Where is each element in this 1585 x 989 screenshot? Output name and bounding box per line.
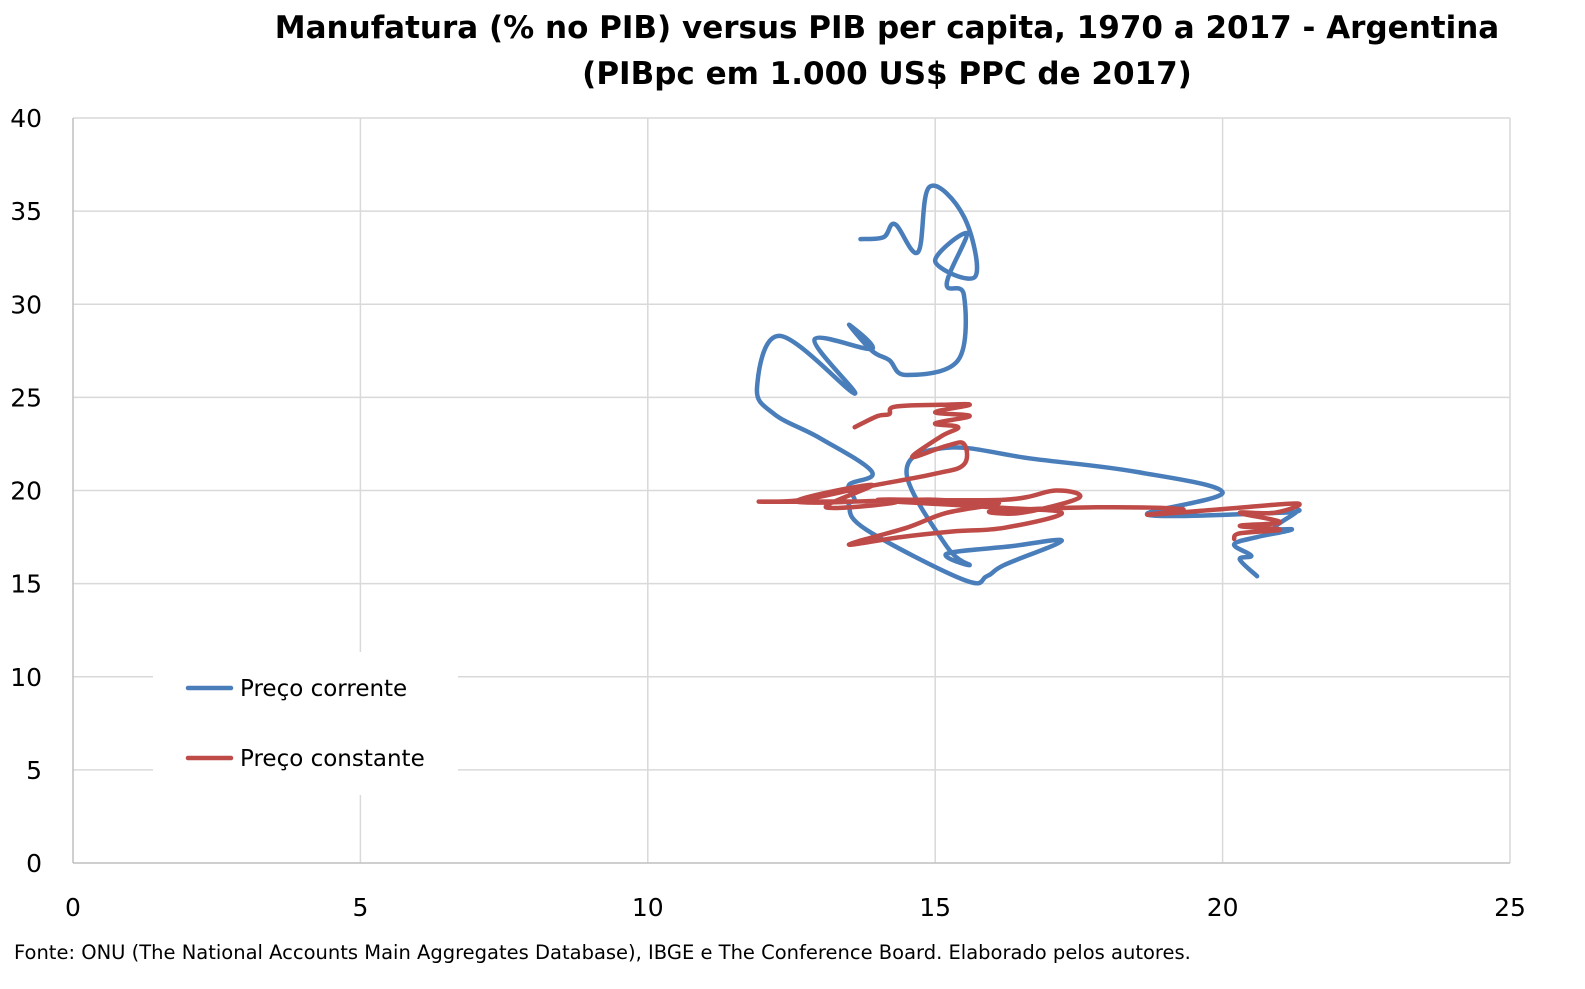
series-line-preco-constante — [756, 401, 1302, 548]
legend-background — [153, 652, 458, 795]
y-tick-label-25: 25 — [10, 383, 42, 412]
x-tick-label-0: 0 — [65, 893, 81, 922]
y-tick-label-35: 35 — [10, 197, 42, 226]
y-tick-label-20: 20 — [10, 477, 42, 506]
y-tick-label-30: 30 — [10, 290, 42, 319]
series-lines — [754, 183, 1302, 586]
source-note: Fonte: ONU (The National Accounts Main A… — [14, 941, 1191, 964]
y-tick-label-15: 15 — [10, 570, 42, 599]
y-tick-label-0: 0 — [26, 849, 42, 878]
chart-title-line-1: Manufatura (% no PIB) versus PIB per cap… — [275, 10, 1499, 46]
x-tick-label-10: 10 — [632, 893, 664, 922]
legend: Preço corrente Preço constante — [153, 652, 458, 795]
y-tick-label-10: 10 — [10, 663, 42, 692]
chart-title-line-2: (PIBpc em 1.000 US$ PPC de 2017) — [582, 56, 1192, 92]
legend-label-preco-constante: Preço constante — [240, 746, 425, 772]
tick-labels: 0 5 10 15 20 25 30 35 40 0 5 10 15 20 25 — [10, 104, 1526, 922]
y-tick-label-40: 40 — [10, 104, 42, 133]
legend-label-preco-corrente: Preço corrente — [240, 676, 407, 702]
x-tick-label-15: 15 — [919, 893, 951, 922]
x-tick-label-5: 5 — [352, 893, 368, 922]
x-tick-label-20: 20 — [1207, 893, 1239, 922]
x-tick-label-25: 25 — [1494, 893, 1526, 922]
axes — [72, 118, 1510, 864]
y-tick-label-5: 5 — [26, 756, 42, 785]
